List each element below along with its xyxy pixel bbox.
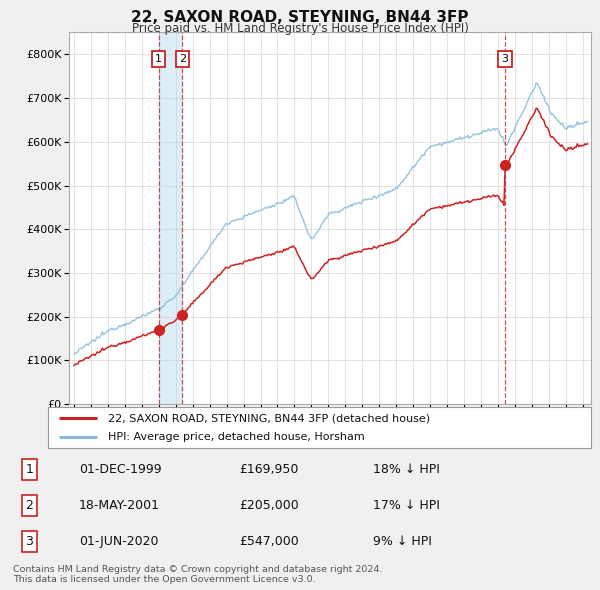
Text: 01-DEC-1999: 01-DEC-1999 [79,463,161,476]
Text: 17% ↓ HPI: 17% ↓ HPI [373,499,440,513]
Text: 22, SAXON ROAD, STEYNING, BN44 3FP: 22, SAXON ROAD, STEYNING, BN44 3FP [131,10,469,25]
Bar [159,32,182,404]
Text: Price paid vs. HM Land Registry's House Price Index (HPI): Price paid vs. HM Land Registry's House … [131,22,469,35]
Text: 01-JUN-2020: 01-JUN-2020 [79,536,158,549]
Text: 18% ↓ HPI: 18% ↓ HPI [373,463,440,476]
Text: 2: 2 [26,499,34,513]
Text: 3: 3 [26,536,34,549]
Text: 2: 2 [179,54,186,64]
Text: 1: 1 [26,463,34,476]
Text: HPI: Average price, detached house, Horsham: HPI: Average price, detached house, Hors… [108,432,364,442]
Text: £169,950: £169,950 [239,463,298,476]
Text: £547,000: £547,000 [239,536,299,549]
Text: 18-MAY-2001: 18-MAY-2001 [79,499,160,513]
Text: £205,000: £205,000 [239,499,299,513]
Text: 9% ↓ HPI: 9% ↓ HPI [373,536,432,549]
Text: Contains HM Land Registry data © Crown copyright and database right 2024.: Contains HM Land Registry data © Crown c… [13,565,383,573]
Text: 22, SAXON ROAD, STEYNING, BN44 3FP (detached house): 22, SAXON ROAD, STEYNING, BN44 3FP (deta… [108,413,430,423]
Text: 3: 3 [502,54,508,64]
Text: 1: 1 [155,54,163,64]
Text: This data is licensed under the Open Government Licence v3.0.: This data is licensed under the Open Gov… [13,575,316,584]
